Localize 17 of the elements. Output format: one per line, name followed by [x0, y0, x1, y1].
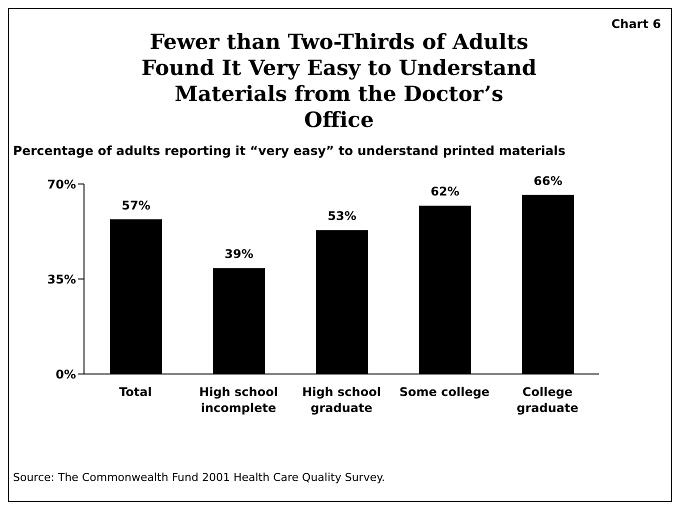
source-note: Source: The Commonwealth Fund 2001 Health Care Quality Survey. — [13, 471, 386, 484]
y-tick-label: 35% — [47, 272, 76, 286]
data-label: 53% — [328, 209, 356, 224]
y-tick-label: 70% — [47, 177, 76, 192]
caption: Chart 6 — [611, 17, 661, 31]
data-label: 66% — [534, 174, 562, 188]
x-tick-label: High school incomplete — [199, 385, 278, 415]
y-tick-label: 0% — [56, 367, 76, 382]
data-label: 57% — [122, 198, 150, 212]
data-label: 62% — [430, 184, 460, 199]
x-tick-label: High school graduate — [302, 385, 381, 415]
x-tick-label: Total — [119, 385, 152, 399]
x-tick-label: College graduate — [516, 385, 578, 415]
x-tick-label: Some college — [399, 385, 490, 399]
chart-subtitle: Percentage of adults reporting it “very easy” to understand printed materials — [13, 143, 566, 158]
data-label: 39% — [224, 247, 254, 262]
chart-title: Fewer than Two-Thirds of Adults Found It Very Easy to Understand Materials from the Doctor’s Office — [140, 29, 538, 133]
